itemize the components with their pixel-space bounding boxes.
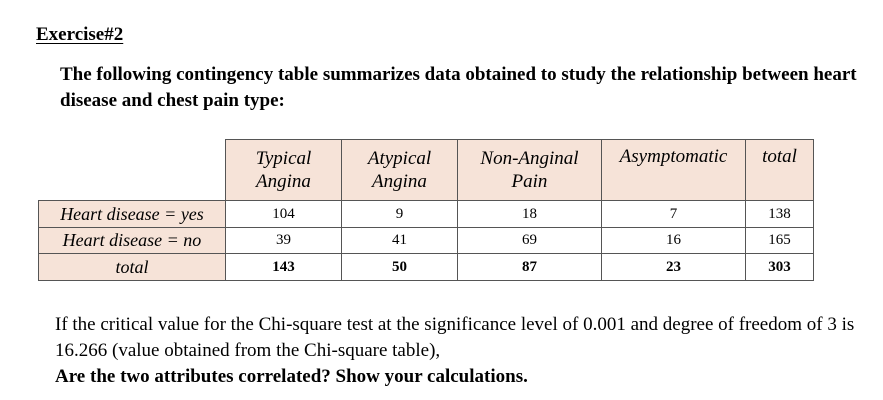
header-line: Angina [256,171,311,192]
table-cell: 7 [601,200,746,228]
header-line: total [762,146,797,167]
table-row: total 143 50 87 23 303 [38,253,814,281]
header-line: Typical [255,148,312,169]
table-cell: 104 [225,200,342,228]
table-cell: 41 [341,227,458,254]
row-label-yes: Heart disease = yes [38,200,226,228]
header-line: Atypical [367,148,432,169]
table-cell: 50 [341,253,458,281]
header-typical-angina: Typical Angina [225,139,342,201]
table-cell: 39 [225,227,342,254]
table-cell: 9 [341,200,458,228]
question-text: If the critical value for the Chi-square… [55,314,855,361]
table-cell: 69 [457,227,602,254]
table-corner [38,139,226,201]
table-row: Heart disease = yes 104 9 18 7 138 [38,200,814,228]
header-asymptomatic: Asymptomatic [601,139,746,201]
question-prompt: Are the two attributes correlated? Show … [55,366,528,387]
row-label-no: Heart disease = no [38,227,226,254]
table-cell: 143 [225,253,342,281]
row-label-total: total [38,253,226,281]
table-cell: 18 [457,200,602,228]
header-total: total [745,139,814,201]
intro-paragraph: The following contingency table summariz… [60,64,857,111]
table-cell: 303 [745,253,814,281]
exercise-title: Exercise#2 [36,24,124,45]
table-row: Heart disease = no 39 41 69 16 165 [38,227,814,254]
header-line: Non-Anginal [480,148,579,169]
contingency-table: Typical Angina Atypical Angina Non-Angin… [38,139,814,281]
header-line: Angina [372,171,427,192]
table-cell: 87 [457,253,602,281]
header-line: Pain [511,171,548,192]
header-line: Asymptomatic [619,146,728,167]
table-cell: 138 [745,200,814,228]
table-cell: 23 [601,253,746,281]
question-paragraph: If the critical value for the Chi-square… [55,312,865,390]
table-cell: 16 [601,227,746,254]
table-cell: 165 [745,227,814,254]
header-atypical-angina: Atypical Angina [341,139,458,201]
header-non-anginal-pain: Non-Anginal Pain [457,139,602,201]
